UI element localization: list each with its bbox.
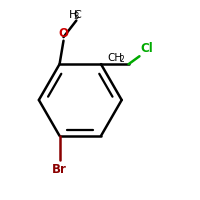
Text: 2: 2 [120, 55, 125, 64]
Text: C: C [74, 10, 81, 20]
Text: CH: CH [107, 53, 122, 63]
Text: H: H [69, 10, 77, 20]
Text: 3: 3 [74, 12, 79, 21]
Text: Br: Br [52, 163, 67, 176]
Text: O: O [59, 27, 69, 40]
Text: Cl: Cl [140, 42, 153, 55]
